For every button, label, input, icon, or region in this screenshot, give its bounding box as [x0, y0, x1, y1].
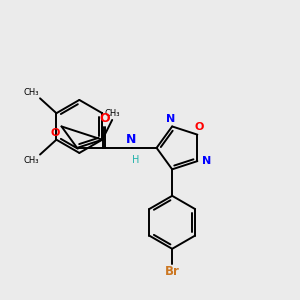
- Text: N: N: [202, 156, 211, 166]
- Text: H: H: [132, 155, 140, 165]
- Text: CH₃: CH₃: [104, 110, 120, 118]
- Text: O: O: [194, 122, 203, 132]
- Text: O: O: [100, 112, 110, 125]
- Text: N: N: [126, 133, 137, 146]
- Text: Br: Br: [165, 265, 180, 278]
- Text: CH₃: CH₃: [23, 88, 39, 97]
- Text: CH₃: CH₃: [23, 156, 39, 165]
- Text: O: O: [51, 128, 60, 138]
- Text: N: N: [166, 114, 175, 124]
